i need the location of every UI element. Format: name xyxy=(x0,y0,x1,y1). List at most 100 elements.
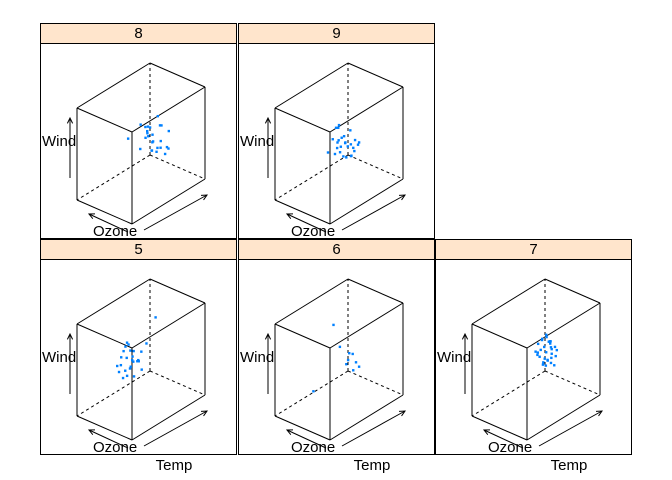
cube-edge xyxy=(76,199,133,225)
cube-edge xyxy=(329,178,404,225)
wind-axis-arrow-head xyxy=(264,116,272,124)
data-point xyxy=(126,137,130,140)
data-point xyxy=(553,345,557,349)
data-point xyxy=(349,129,352,132)
ozone-axis-label: Ozone xyxy=(93,223,137,240)
data-point xyxy=(356,143,360,146)
temp-axis-arrow-head xyxy=(398,194,407,201)
data-point xyxy=(139,147,142,151)
cube-edge xyxy=(329,302,404,349)
data-point xyxy=(538,355,541,358)
data-point xyxy=(136,360,139,363)
temp-axis-arrow-head xyxy=(200,410,209,417)
cube-edge xyxy=(526,302,601,349)
data-point xyxy=(345,156,348,159)
data-point xyxy=(337,123,341,127)
data-point xyxy=(145,342,148,345)
data-point xyxy=(536,351,539,354)
data-point xyxy=(140,350,143,353)
cube-edge xyxy=(471,415,528,441)
panel-strip-label: 7 xyxy=(529,241,537,258)
data-point xyxy=(333,152,337,156)
temp-axis-arrow xyxy=(143,410,208,447)
data-point xyxy=(550,356,553,360)
data-point xyxy=(543,345,546,349)
data-point xyxy=(331,138,334,141)
cube-edge xyxy=(274,107,331,133)
data-point xyxy=(545,333,548,336)
data-point xyxy=(144,125,147,129)
data-point xyxy=(139,123,142,126)
data-point xyxy=(338,151,342,154)
wind-axis-arrow-head xyxy=(66,116,74,124)
data-point xyxy=(163,152,167,156)
data-point xyxy=(121,376,125,380)
panel-border xyxy=(40,259,237,455)
temp-axis-arrow xyxy=(538,410,603,447)
data-point xyxy=(158,124,162,127)
panel-8: 8WindOzoneTemp xyxy=(40,23,237,258)
ozone-axis-arrow xyxy=(286,213,327,233)
cube-edge xyxy=(544,278,601,304)
cube-hidden-edge xyxy=(76,154,151,201)
cube-hidden-edge xyxy=(149,370,206,396)
data-point xyxy=(337,126,340,130)
temp-axis-arrow xyxy=(341,194,406,231)
data-point xyxy=(339,145,343,148)
data-point xyxy=(349,143,353,146)
data-point xyxy=(542,361,545,364)
data-point xyxy=(148,126,152,129)
data-point xyxy=(544,364,548,367)
cube-edge xyxy=(76,62,151,109)
ozone-axis-label: Ozone xyxy=(488,439,532,456)
cube-edge xyxy=(329,394,404,441)
data-point xyxy=(124,345,127,348)
data-point xyxy=(125,374,129,378)
data-point xyxy=(534,350,537,353)
temp-axis-arrow-head xyxy=(200,194,209,201)
ozone-axis-arrow xyxy=(88,429,129,449)
temp-axis-arrow xyxy=(143,194,208,231)
data-point xyxy=(146,129,149,133)
data-point xyxy=(312,390,315,393)
cube-edge xyxy=(274,62,349,109)
panel-9: 9WindOzoneTemp xyxy=(238,23,435,258)
cube-edge xyxy=(329,86,404,133)
cube-hidden-edge xyxy=(471,370,546,417)
cube-hidden-edge xyxy=(274,154,349,201)
ozone-axis-arrow-head xyxy=(285,213,294,219)
cube-edge xyxy=(149,62,206,88)
cube-edge xyxy=(76,415,133,441)
data-point xyxy=(151,133,154,136)
cube-hidden-edge xyxy=(149,154,206,180)
panel-strip-label: 9 xyxy=(332,25,340,42)
data-point xyxy=(349,154,353,158)
panel-6: 6 Wind Ozone Temp xyxy=(238,239,435,474)
data-point xyxy=(357,365,361,368)
cube-edge xyxy=(131,302,206,349)
data-point xyxy=(546,359,549,362)
data-point xyxy=(150,149,153,152)
data-point xyxy=(131,355,134,358)
data-point xyxy=(122,349,125,353)
panel-border xyxy=(238,43,435,239)
data-point xyxy=(140,368,143,371)
wind-axis-arrow-head xyxy=(461,332,469,340)
data-point xyxy=(127,343,130,346)
data-point xyxy=(119,363,123,367)
data-point xyxy=(554,354,557,358)
cube-hidden-edge xyxy=(544,370,601,396)
data-point xyxy=(353,138,357,142)
ozone-axis-arrow xyxy=(286,429,327,449)
ozone-axis-label: Ozone xyxy=(291,439,335,456)
cube-edge xyxy=(471,323,528,349)
data-point xyxy=(549,361,553,365)
data-point xyxy=(130,359,134,362)
cube-edge xyxy=(347,62,404,88)
cube-hidden-edge xyxy=(347,154,404,180)
ozone-axis-arrow-head xyxy=(87,429,96,435)
data-point xyxy=(132,349,135,353)
